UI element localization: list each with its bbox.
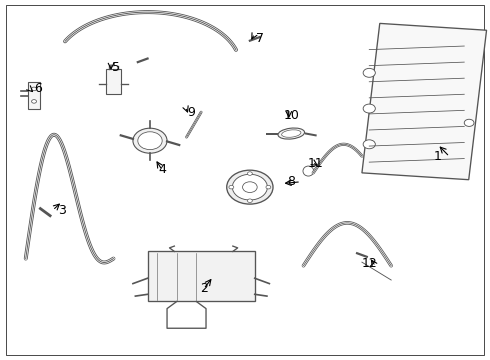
Text: 10: 10 — [283, 109, 299, 122]
Text: 8: 8 — [287, 175, 295, 188]
Ellipse shape — [303, 166, 314, 176]
Text: 6: 6 — [34, 82, 42, 95]
Ellipse shape — [227, 170, 273, 204]
Bar — [362, 23, 487, 180]
Ellipse shape — [266, 185, 271, 189]
Text: 4: 4 — [158, 163, 166, 176]
Ellipse shape — [464, 119, 474, 126]
Ellipse shape — [31, 87, 36, 91]
Ellipse shape — [133, 128, 167, 153]
Ellipse shape — [138, 132, 162, 150]
Ellipse shape — [247, 172, 252, 175]
Ellipse shape — [31, 100, 36, 103]
Ellipse shape — [243, 182, 257, 193]
Bar — [106, 69, 121, 94]
Text: 9: 9 — [188, 105, 196, 119]
Ellipse shape — [229, 185, 234, 189]
Text: 1: 1 — [434, 150, 441, 163]
Ellipse shape — [278, 128, 305, 139]
Text: 11: 11 — [308, 157, 323, 170]
Ellipse shape — [363, 68, 375, 77]
Text: 12: 12 — [361, 257, 377, 270]
Ellipse shape — [232, 174, 268, 200]
Text: 7: 7 — [256, 32, 264, 45]
Text: 5: 5 — [112, 61, 120, 74]
Bar — [28, 82, 40, 109]
Text: 3: 3 — [58, 204, 66, 217]
Ellipse shape — [363, 104, 375, 113]
Ellipse shape — [247, 199, 252, 203]
Ellipse shape — [282, 130, 301, 137]
Text: 2: 2 — [199, 283, 208, 296]
Ellipse shape — [363, 140, 375, 149]
Bar — [147, 251, 255, 301]
